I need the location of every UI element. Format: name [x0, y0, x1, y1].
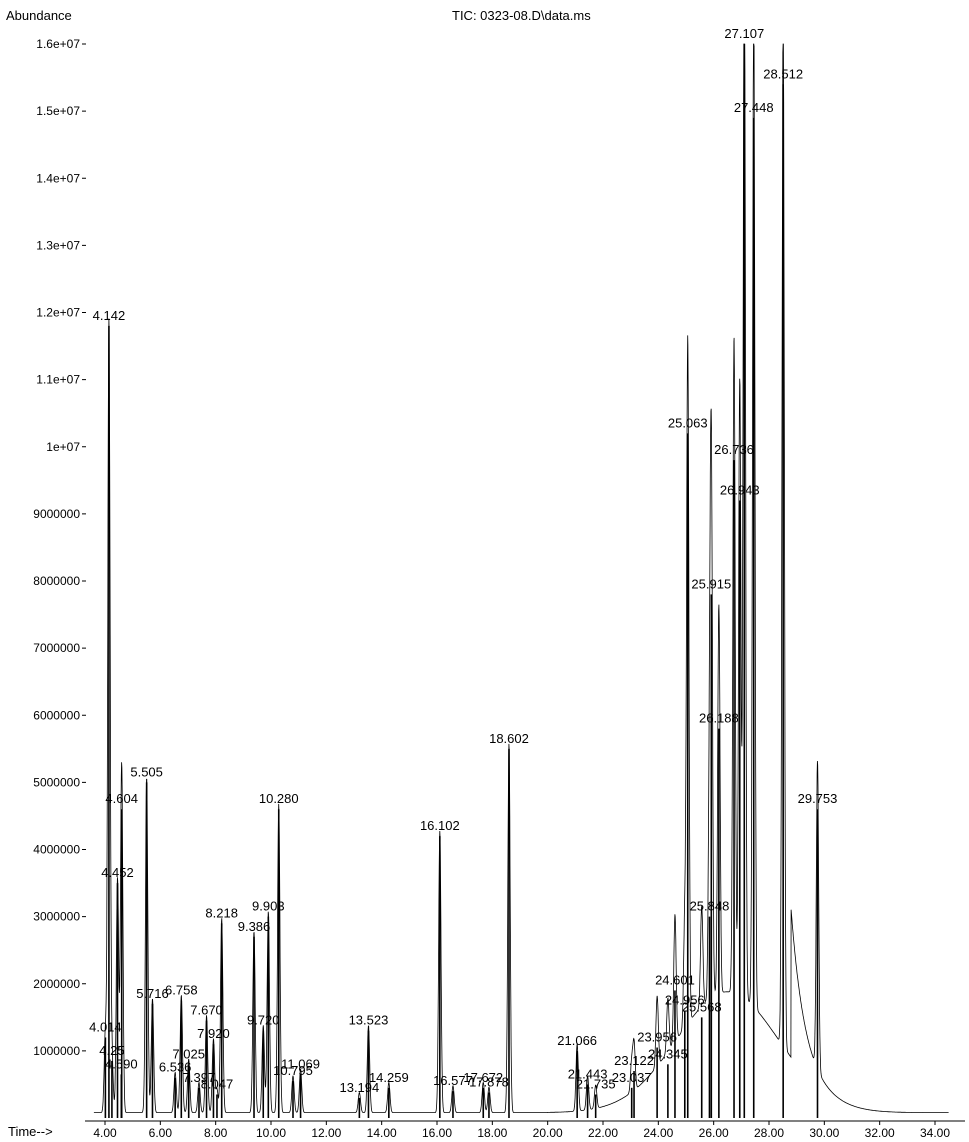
- y-tick-label: 1.5e+07: [36, 104, 80, 118]
- peak-labels: 4.0144.1424.254.4524.5904.6045.5055.7166…: [89, 26, 837, 1095]
- peak-label: 25.848: [690, 899, 730, 914]
- x-tick-label: 22.00: [588, 1126, 618, 1140]
- peak-label: 23.037: [612, 1070, 652, 1085]
- baseline-trace: [93, 43, 949, 1113]
- peak-label: 7.397: [183, 1070, 216, 1085]
- peak-label: 11.069: [281, 1056, 320, 1071]
- peak-label: 25.915: [691, 576, 731, 591]
- y-axis-ticks: 1000000 2000000 3000000 4000000 5000000 60000…: [33, 37, 86, 1058]
- x-axis-ticks: 4.00 6.00 8.00 10.00 12.00 14.00 16.00 18.00 20.…: [93, 1121, 950, 1140]
- peak-label: 23.956: [637, 1030, 677, 1045]
- y-tick-label: 1000000: [33, 1044, 80, 1058]
- peak-label: 26.736: [714, 442, 754, 457]
- peak-label: 5.505: [130, 764, 163, 779]
- peak-label: 16.577: [433, 1073, 473, 1088]
- x-tick-label: 12.00: [311, 1126, 341, 1140]
- peak-label: 21.735: [576, 1077, 616, 1092]
- peak-label: 29.753: [798, 791, 838, 806]
- peak-label: 4.014: [89, 1019, 122, 1034]
- y-tick-label: 1.6e+07: [36, 37, 80, 51]
- peak-label: 25.063: [668, 415, 708, 430]
- peak-label: 24.345: [648, 1046, 688, 1061]
- peak-label: 4.452: [101, 865, 134, 880]
- peak-label: 23.122: [614, 1053, 654, 1068]
- peak-label: 13.523: [349, 1013, 389, 1028]
- x-tick-label: 4.00: [93, 1126, 117, 1140]
- peak-label: 6.536: [159, 1060, 192, 1075]
- peak-label: 7.670: [190, 1003, 223, 1018]
- y-tick-label: 2000000: [33, 977, 80, 991]
- peak-label: 4.604: [105, 791, 138, 806]
- y-tick-label: 1.1e+07: [36, 373, 80, 387]
- peak-label: 14.259: [369, 1070, 409, 1085]
- peak-label: 21.066: [557, 1033, 597, 1048]
- peak-label: 17.672: [463, 1070, 503, 1085]
- x-axis-label: Time-->: [8, 1124, 53, 1139]
- peak-label: 16.102: [420, 818, 460, 833]
- peak-label: 9.720: [247, 1013, 280, 1028]
- peak-label: 7.920: [197, 1026, 230, 1041]
- y-tick-label: 4000000: [33, 843, 80, 857]
- x-tick-label: 20.00: [533, 1126, 563, 1140]
- peak-label: 6.758: [165, 983, 198, 998]
- x-tick-label: 28.00: [754, 1126, 784, 1140]
- x-tick-label: 8.00: [204, 1126, 228, 1140]
- peak-label: 4.25: [99, 1043, 124, 1058]
- peak-label: 25.568: [682, 999, 722, 1014]
- peak-label: 8.047: [201, 1077, 234, 1092]
- chart-title: TIC: 0323-08.D\data.ms: [452, 8, 591, 23]
- y-tick-label: 6000000: [33, 708, 80, 722]
- peak-label: 18.602: [489, 731, 529, 746]
- peak-label: 24.956: [665, 993, 705, 1008]
- x-tick-label: 30.00: [809, 1126, 839, 1140]
- x-tick-label: 6.00: [149, 1126, 173, 1140]
- y-tick-label: 7000000: [33, 641, 80, 655]
- x-tick-label: 26.00: [699, 1126, 729, 1140]
- x-tick-label: 10.00: [256, 1126, 286, 1140]
- y-tick-label: 1.3e+07: [36, 238, 80, 252]
- peak-label: 26.943: [720, 482, 760, 497]
- peak-label: 10.795: [273, 1063, 313, 1078]
- peak-label: 24.601: [655, 972, 695, 987]
- x-tick-label: 24.00: [643, 1126, 673, 1140]
- peak-label: 17.878: [469, 1074, 509, 1089]
- peak-label: 28.512: [763, 66, 803, 81]
- y-tick-label: 1.2e+07: [36, 306, 80, 320]
- x-tick-label: 32.00: [865, 1126, 895, 1140]
- y-axis-label: Abundance: [6, 8, 72, 23]
- x-tick-label: 18.00: [477, 1126, 507, 1140]
- peak-label: 7.025: [172, 1046, 205, 1061]
- peak-label: 27.448: [734, 100, 774, 115]
- y-tick-label: 8000000: [33, 574, 80, 588]
- y-tick-label: 5000000: [33, 775, 80, 789]
- y-tick-label: 1e+07: [46, 440, 80, 454]
- peak-label: 21.443: [568, 1066, 608, 1081]
- y-tick-label: 1.4e+07: [36, 171, 80, 185]
- peak-label: 10.280: [259, 791, 299, 806]
- peak-label: 8.218: [205, 905, 238, 920]
- peak-label: 9.903: [252, 899, 285, 914]
- y-tick-label: 9000000: [33, 507, 80, 521]
- peak-label: 5.716: [136, 986, 169, 1001]
- peak-label: 27.107: [724, 26, 764, 41]
- peak-label: 4.142: [93, 308, 126, 323]
- x-tick-label: 34.00: [920, 1126, 950, 1140]
- x-tick-label: 16.00: [422, 1126, 452, 1140]
- peak-lines: [104, 44, 819, 1118]
- peak-label: 9.386: [238, 919, 271, 934]
- y-tick-label: 3000000: [33, 910, 80, 924]
- tic-trace: [93, 43, 949, 1113]
- peak-label: 13.194: [339, 1080, 379, 1095]
- peak-label: 4.590: [105, 1056, 138, 1071]
- x-tick-label: 14.00: [367, 1126, 397, 1140]
- peak-label: 26.188: [699, 711, 739, 726]
